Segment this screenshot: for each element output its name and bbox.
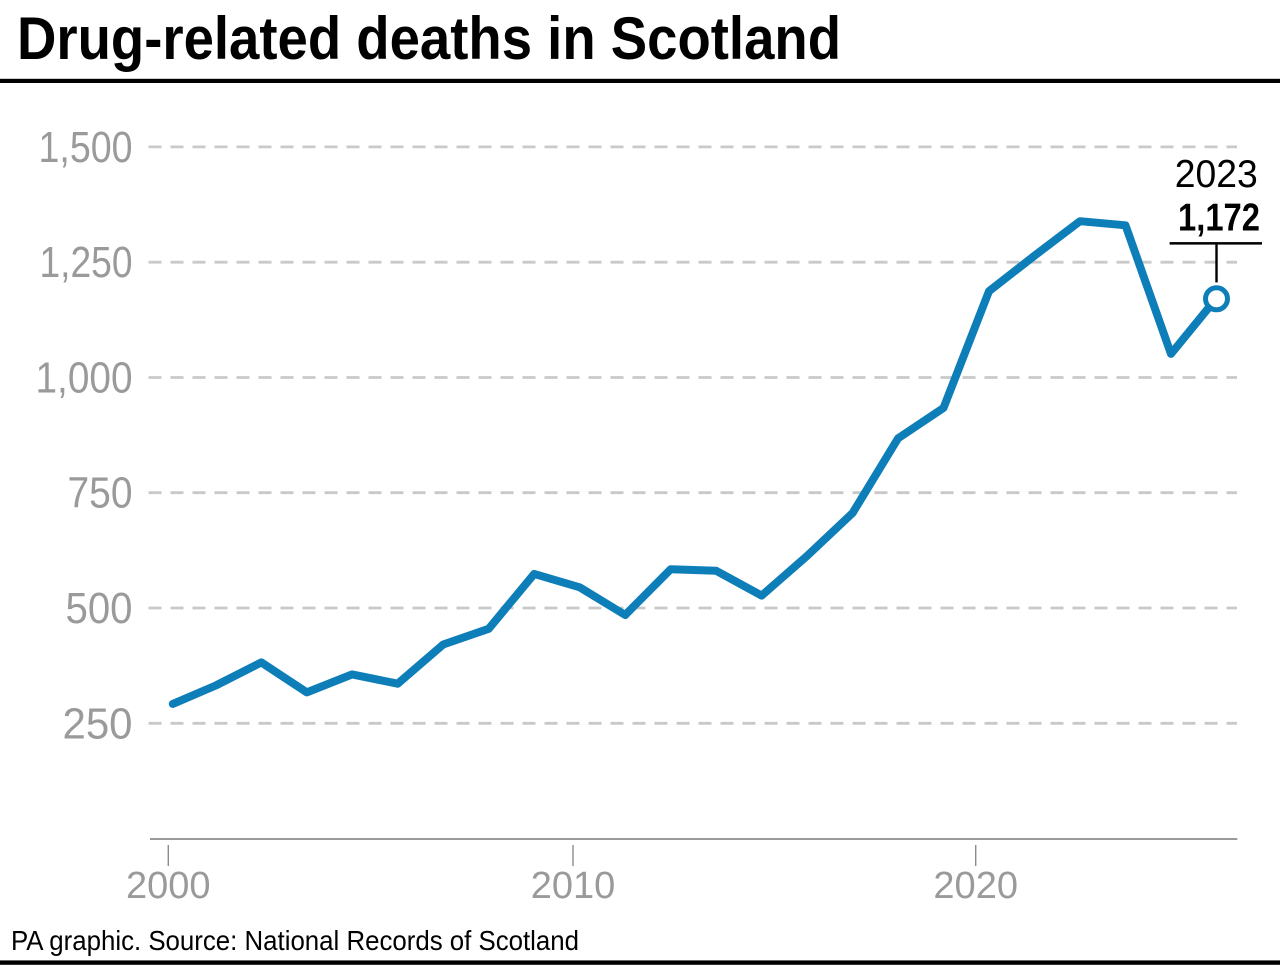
svg-text:250: 250	[63, 699, 133, 748]
svg-text:PA graphic. Source: National R: PA graphic. Source: National Records of …	[11, 925, 579, 956]
svg-text:1,250: 1,250	[40, 238, 133, 287]
svg-text:2010: 2010	[531, 865, 616, 907]
svg-text:2020: 2020	[933, 865, 1018, 907]
svg-text:1,000: 1,000	[36, 354, 133, 403]
svg-text:2023: 2023	[1175, 153, 1258, 196]
svg-text:1,500: 1,500	[39, 123, 133, 172]
svg-text:1,172: 1,172	[1178, 196, 1260, 239]
svg-text:500: 500	[66, 584, 133, 633]
svg-text:Drug-related deaths in Scotlan: Drug-related deaths in Scotland	[17, 5, 841, 72]
svg-text:2000: 2000	[126, 865, 211, 907]
svg-text:750: 750	[68, 469, 133, 518]
